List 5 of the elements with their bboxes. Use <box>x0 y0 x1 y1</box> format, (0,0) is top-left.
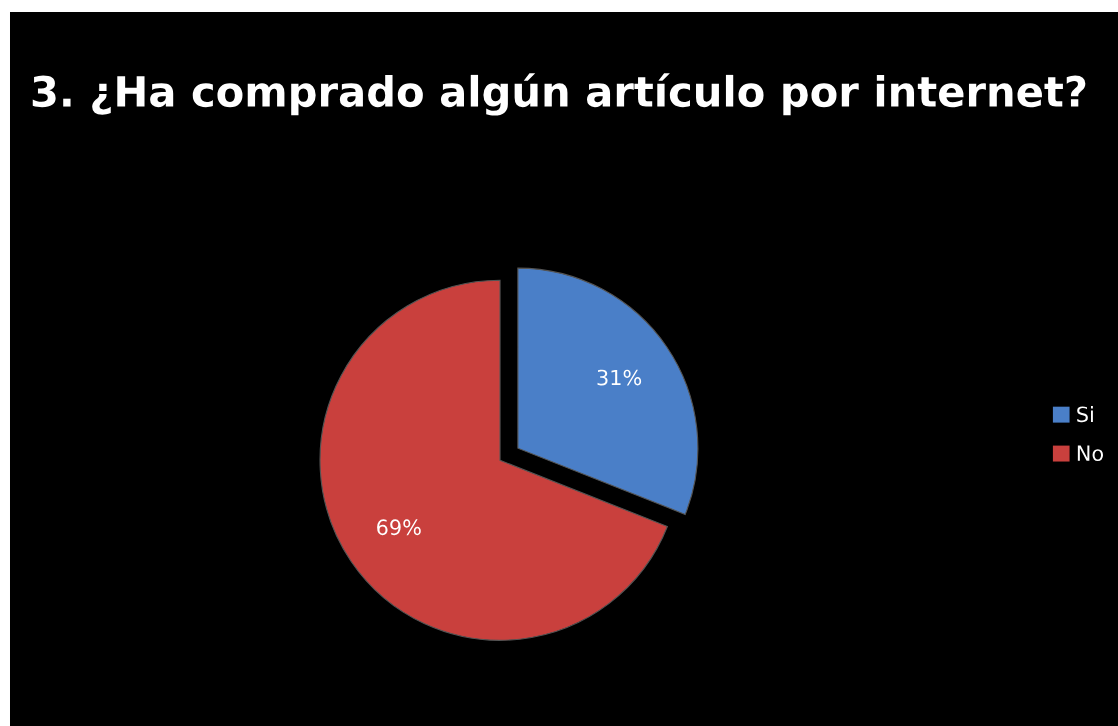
data-label: 69% <box>377 519 421 536</box>
chart-title: 3. ¿Ha comprado algún artículo por internet? <box>32 73 1086 116</box>
data-label: 31% <box>597 369 642 386</box>
legend-label: Si <box>1077 406 1093 423</box>
legend-label: No <box>1077 445 1104 462</box>
